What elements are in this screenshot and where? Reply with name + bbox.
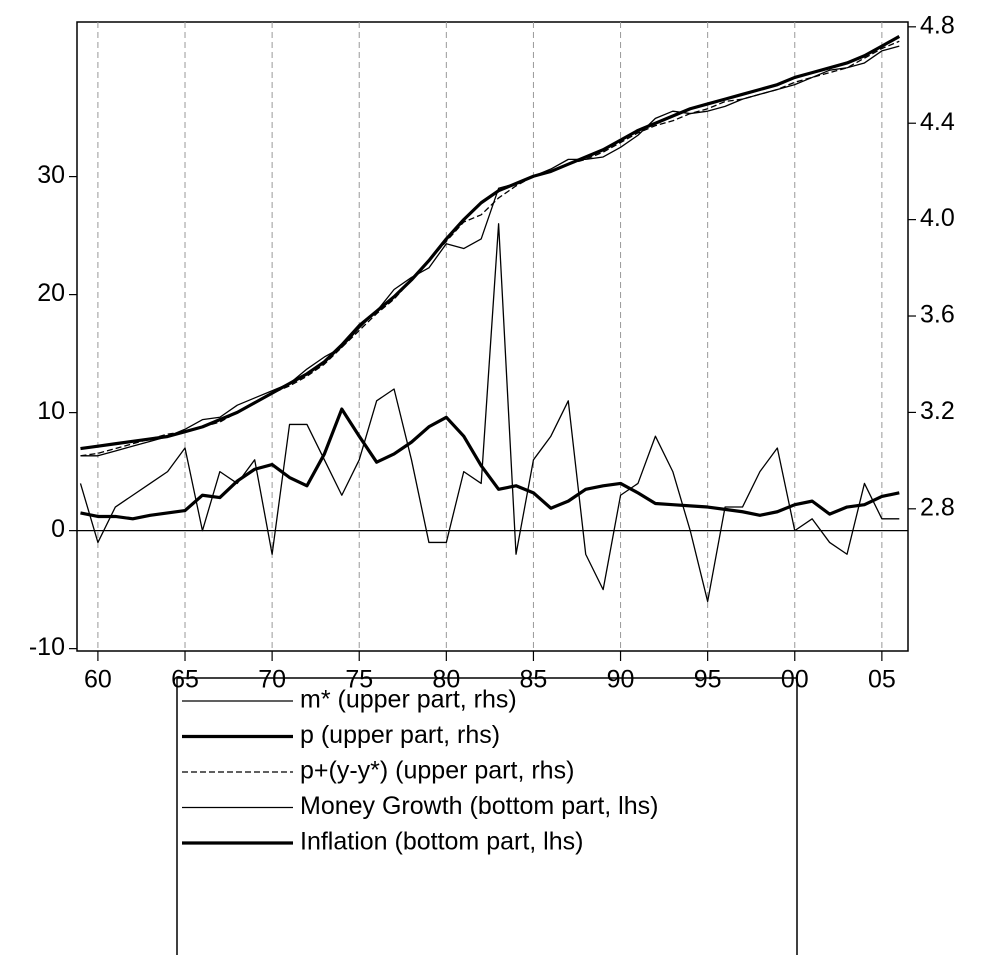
legend-label: Money Growth (bottom part, lhs): [300, 792, 658, 820]
x-tick-label: 95: [694, 666, 722, 694]
series-line: [80, 407, 900, 521]
y2-tick-label: 3.2: [920, 397, 955, 425]
y2-tick-label: 4.8: [920, 11, 955, 39]
legend-label: Inflation (bottom part, lhs): [300, 828, 583, 856]
x-tick-label: 70: [258, 666, 286, 694]
y-tick-label: 20: [37, 279, 65, 307]
legend-label: p+(y-y*) (upper part, rhs): [300, 757, 574, 785]
y-tick-label: 30: [37, 161, 65, 189]
x-tick-label: 80: [432, 666, 460, 694]
y-tick-label: 10: [37, 397, 65, 425]
legend-label: m* (upper part, rhs): [300, 686, 517, 714]
series-line: [80, 45, 900, 457]
y-tick-label: 0: [51, 515, 65, 543]
y2-tick-label: 3.6: [920, 301, 955, 329]
series-line: [80, 40, 900, 457]
x-tick-label: 00: [781, 666, 809, 694]
y2-tick-label: 2.8: [920, 493, 955, 521]
x-tick-label: 05: [868, 666, 896, 694]
series-line: [79, 223, 900, 603]
legend-box: [176, 677, 798, 955]
y2-tick-label: 4.4: [920, 108, 955, 136]
plot-frame: [76, 21, 909, 652]
legend-label: p (upper part, rhs): [300, 721, 500, 749]
x-tick-label: 85: [520, 666, 548, 694]
x-tick-label: 75: [345, 666, 373, 694]
series-line: [80, 35, 901, 451]
x-tick-label: 60: [84, 666, 112, 694]
y2-tick-label: 4.0: [920, 204, 955, 232]
y-tick-label: -10: [29, 633, 65, 661]
x-tick-label: 65: [171, 666, 199, 694]
x-tick-label: 90: [607, 666, 635, 694]
